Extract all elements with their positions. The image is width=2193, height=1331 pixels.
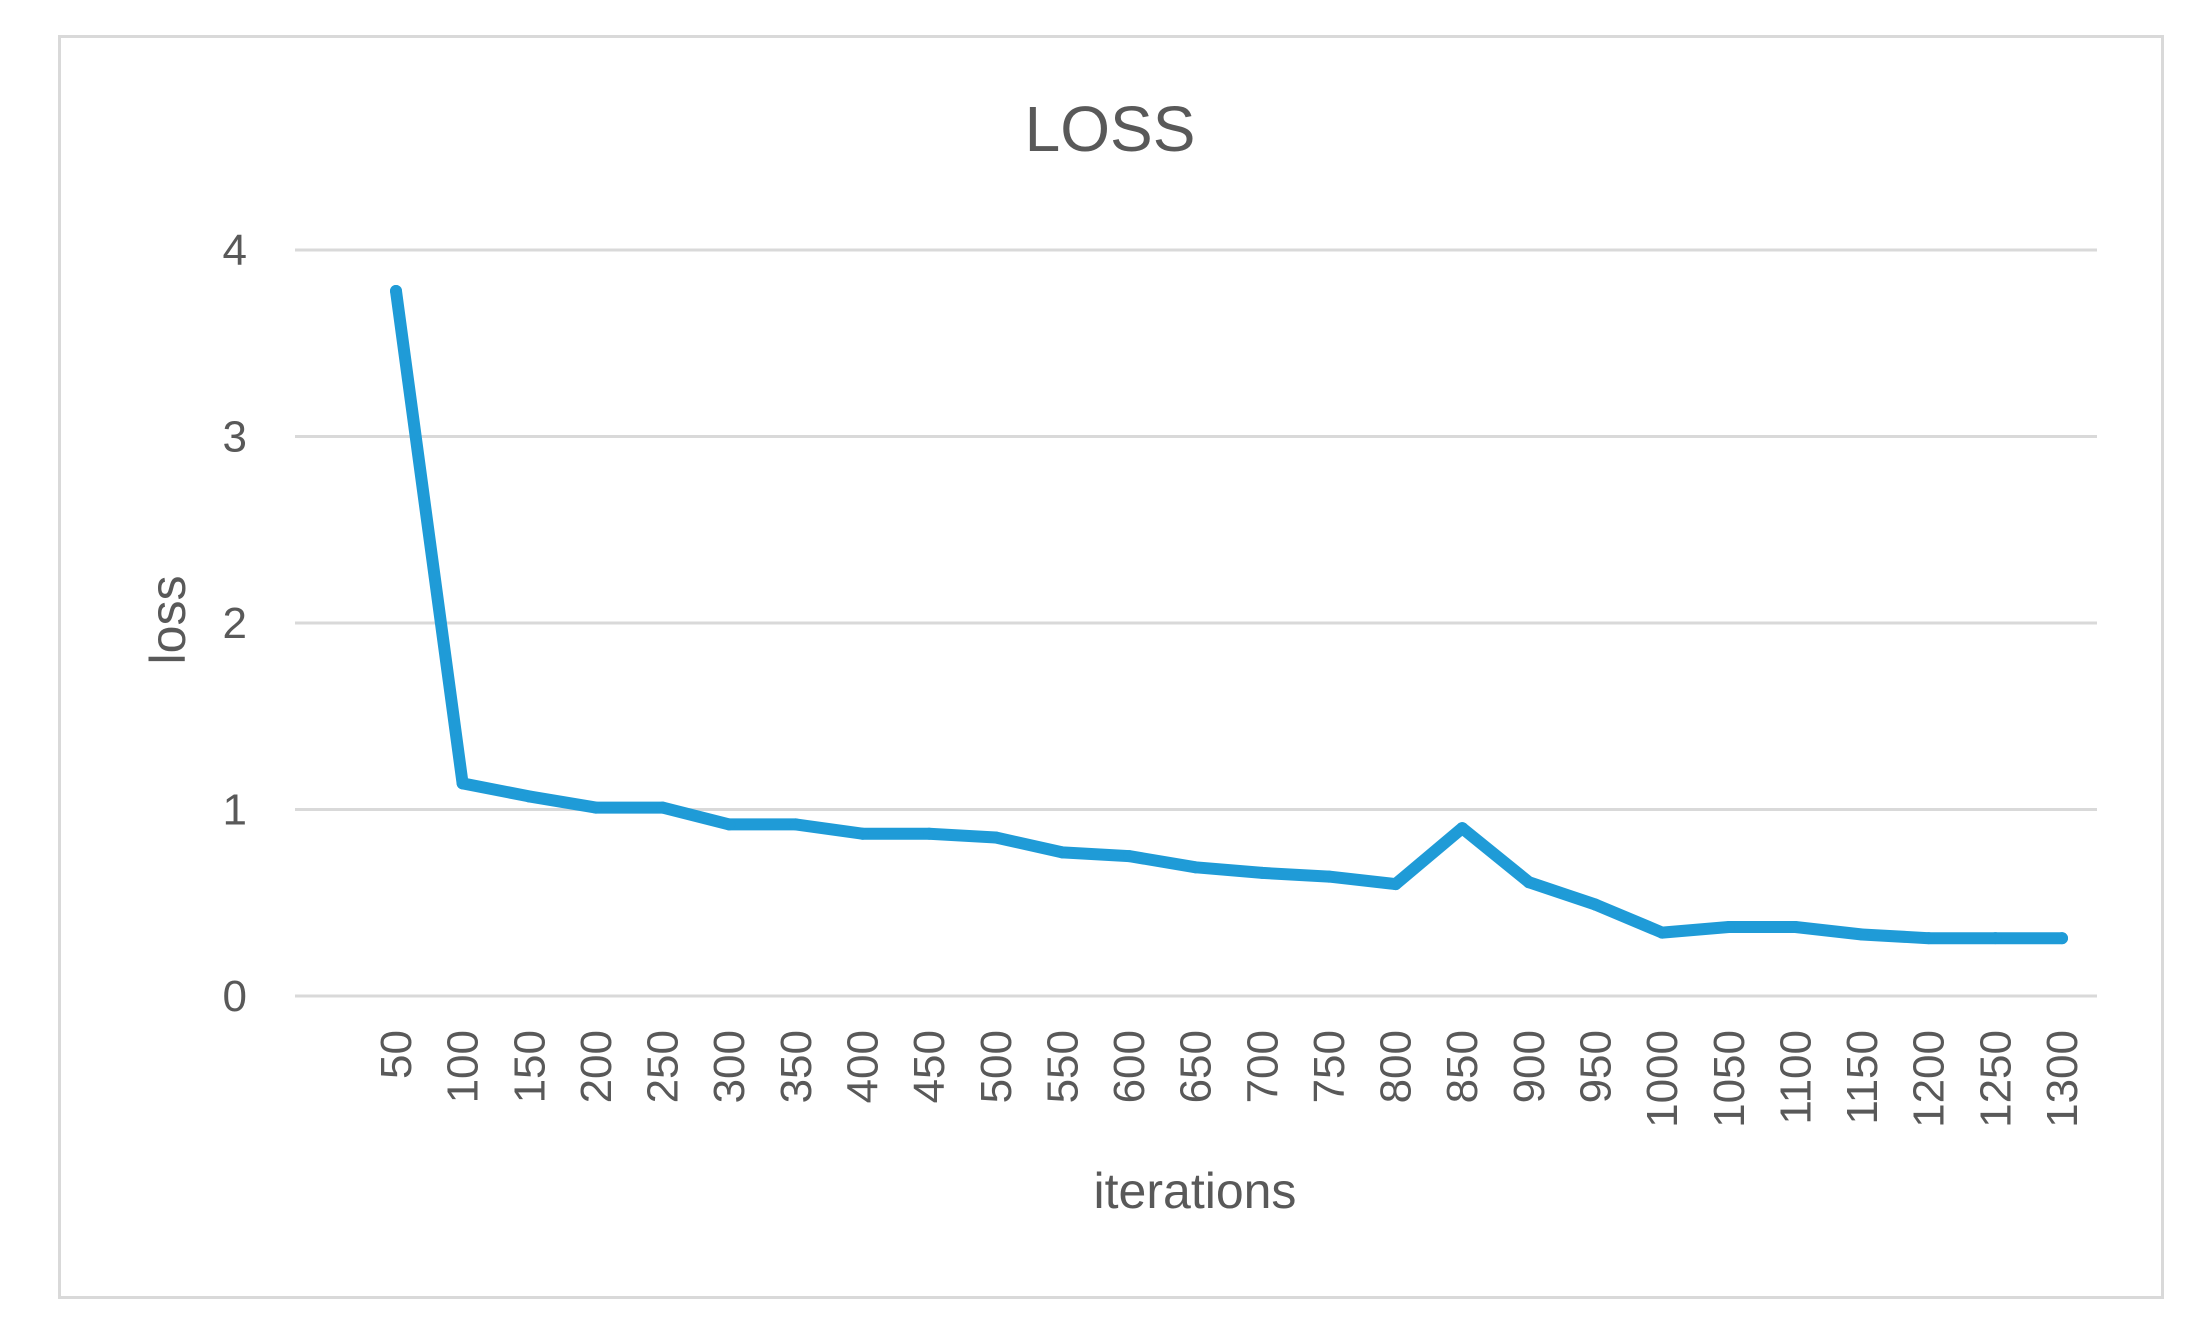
x-tick-label: 1000	[1638, 1030, 1687, 1128]
x-tick-label: 800	[1372, 1030, 1421, 1103]
data-point-1300	[2056, 932, 2068, 945]
series-layer	[390, 285, 2068, 945]
y-tick-label: 1	[223, 786, 247, 835]
y-tick-label: 4	[223, 226, 247, 275]
data-point-750	[1322, 870, 1335, 883]
data-point-1200	[1922, 932, 1935, 945]
x-tick-label: 500	[972, 1030, 1021, 1103]
data-point-200	[589, 801, 602, 814]
x-tick-label: 1250	[1971, 1030, 2020, 1128]
x-tick-label: 300	[705, 1030, 754, 1103]
x-tick-label: 200	[572, 1030, 621, 1103]
x-tick-label: 1150	[1838, 1030, 1887, 1125]
x-tick-label: 700	[1238, 1030, 1287, 1103]
data-point-300	[723, 818, 736, 831]
data-point-150	[523, 790, 536, 803]
x-tick-label: 550	[1038, 1030, 1087, 1103]
x-tick-label: 1050	[1705, 1030, 1754, 1128]
x-tick-label: 750	[1305, 1030, 1354, 1103]
gridlines	[295, 248, 2097, 998]
y-tick-label: 3	[223, 413, 247, 462]
x-tick-label: 650	[1172, 1030, 1221, 1103]
x-axis-ticks: 50 100 150 200 250 300 350 400 450 500 550 600 650 70…	[372, 1030, 2087, 1128]
data-point-100	[456, 777, 469, 790]
data-point-950	[1589, 898, 1602, 911]
data-point-1250	[1989, 932, 2002, 945]
data-point-800	[1389, 878, 1402, 891]
y-axis-ticks: 0 1 2 3 4	[223, 226, 247, 1021]
data-point-550	[1056, 846, 1069, 859]
y-axis-title: loss	[140, 576, 196, 665]
x-tick-label: 950	[1572, 1030, 1621, 1103]
data-point-1050	[1722, 920, 1735, 933]
data-point-1000	[1656, 926, 1669, 939]
data-point-350	[789, 818, 802, 831]
x-tick-label: 1100	[1771, 1030, 1820, 1125]
data-point-1150	[1856, 928, 1869, 941]
y-tick-label: 0	[223, 972, 247, 1021]
x-tick-label: 100	[439, 1030, 488, 1103]
data-point-650	[1189, 861, 1202, 874]
x-tick-label: 900	[1505, 1030, 1554, 1103]
x-tick-label: 850	[1438, 1030, 1487, 1103]
data-point-50	[390, 285, 402, 298]
data-point-1100	[1789, 920, 1802, 933]
data-point-500	[989, 831, 1002, 844]
chart-title: LOSS	[1025, 93, 1196, 165]
x-tick-label: 1300	[2038, 1030, 2087, 1128]
data-point-700	[1256, 866, 1269, 879]
x-tick-label: 400	[838, 1030, 887, 1103]
x-tick-label: 250	[639, 1030, 688, 1103]
data-point-900	[1522, 876, 1535, 889]
y-tick-label: 2	[223, 599, 247, 648]
chart-frame	[58, 35, 2164, 1299]
x-tick-label: 600	[1105, 1030, 1154, 1103]
x-tick-label: 450	[905, 1030, 954, 1103]
series-line	[390, 285, 2068, 945]
data-point-400	[856, 827, 869, 840]
data-point-850	[1456, 822, 1469, 835]
data-point-600	[1123, 850, 1136, 863]
data-point-250	[656, 801, 669, 814]
x-tick-label: 1200	[1905, 1030, 1954, 1128]
x-tick-label: 50	[372, 1030, 421, 1079]
x-tick-label: 150	[505, 1030, 554, 1103]
x-tick-label: 350	[772, 1030, 821, 1103]
data-point-450	[923, 827, 936, 840]
x-axis-title: iterations	[1094, 1163, 1297, 1219]
